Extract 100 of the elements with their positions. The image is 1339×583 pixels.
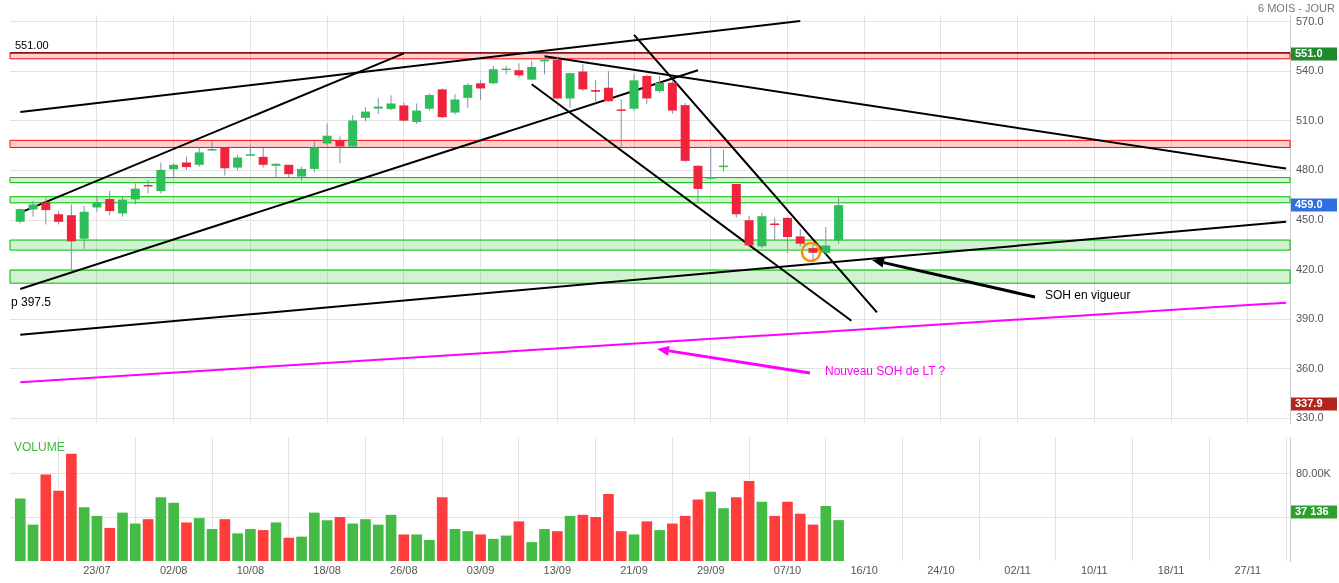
bar	[129, 523, 141, 561]
bar	[372, 524, 384, 561]
candlestick	[616, 98, 626, 147]
bar	[628, 534, 640, 561]
bar	[142, 519, 154, 561]
bar	[27, 524, 39, 561]
bar	[53, 490, 64, 561]
y-tick-label: 80.00K	[1296, 466, 1332, 479]
bar	[539, 529, 550, 561]
bar	[398, 534, 410, 561]
bar	[820, 506, 832, 561]
text: 551.0	[1295, 47, 1323, 60]
bar	[743, 480, 755, 561]
bar	[245, 529, 256, 561]
bar	[436, 497, 448, 561]
bar	[66, 453, 77, 561]
bar	[193, 518, 205, 561]
bar	[296, 536, 307, 561]
y-tick-label: 360.0	[1296, 361, 1324, 374]
bar	[78, 507, 90, 561]
bar	[564, 515, 576, 561]
bar	[603, 494, 614, 561]
bar	[232, 533, 243, 561]
bar	[91, 515, 103, 561]
candlestick	[258, 147, 268, 169]
bar	[679, 515, 691, 561]
bar	[513, 521, 525, 561]
bar	[692, 499, 704, 561]
candlestick	[603, 70, 613, 103]
x-tick-label: 21/09	[620, 563, 648, 576]
candlestick	[450, 93, 460, 115]
bar	[551, 531, 563, 561]
bar	[769, 515, 781, 561]
bar	[667, 523, 678, 561]
x-tick-label: 10/08	[236, 563, 265, 576]
y-tick-label: 330.0	[1296, 411, 1324, 424]
y-tick-label: 570.0	[1296, 14, 1324, 27]
bar	[794, 513, 806, 561]
text: 337.9	[1295, 397, 1323, 410]
bar	[654, 530, 665, 561]
bar	[833, 520, 844, 561]
bar	[181, 522, 192, 561]
bar	[257, 530, 269, 561]
candlestick	[642, 73, 652, 105]
bar	[309, 512, 320, 561]
bar	[641, 521, 653, 561]
bar	[14, 498, 26, 561]
bar	[449, 529, 461, 561]
y-tick-label: 450.0	[1296, 213, 1324, 226]
bar	[488, 538, 499, 561]
bar	[782, 501, 793, 561]
x-tick-label: 13/09	[543, 563, 572, 576]
x-tick-label: 18/11	[1157, 563, 1185, 576]
bar	[730, 497, 742, 561]
bar	[462, 531, 474, 561]
x-tick-label: 10/11	[1081, 563, 1108, 576]
candlestick	[386, 94, 396, 111]
x-tick-label: 16/10	[850, 563, 878, 576]
y-tick-label: 480.0	[1296, 163, 1324, 176]
y-tick-label: 420.0	[1296, 262, 1324, 275]
bar	[577, 514, 589, 561]
bar	[705, 491, 717, 561]
candlestick	[770, 217, 780, 241]
x-tick-label: 18/08	[313, 563, 341, 576]
candlestick	[118, 196, 128, 218]
x-tick-label: 29/09	[696, 563, 725, 576]
chart-subtitle: 6 MOIS - JOUR	[1257, 2, 1336, 14]
bar	[219, 519, 231, 561]
bar	[385, 514, 397, 561]
y-tick-label: 510.0	[1296, 113, 1324, 126]
candlestick	[156, 161, 166, 194]
candlestick	[591, 79, 601, 104]
annotation: Nouveau SOH de LT ?	[825, 364, 946, 379]
bar	[206, 529, 218, 561]
candlestick	[28, 200, 38, 218]
bar	[411, 534, 422, 561]
bar	[321, 520, 333, 561]
candlestick	[578, 63, 588, 92]
x-tick-label: 26/08	[390, 563, 418, 576]
annotation: p 397.5	[11, 295, 52, 310]
candlestick	[463, 82, 473, 109]
x-tick-label: 03/09	[466, 563, 495, 576]
bar	[360, 519, 371, 561]
x-tick-label: 02/11	[1004, 563, 1031, 576]
bar	[807, 524, 819, 561]
chart-title: VOLUME	[14, 439, 65, 454]
y-tick-label: 390.0	[1296, 312, 1324, 325]
ref-line-label: 551.00	[15, 39, 49, 52]
candlestick	[412, 102, 422, 125]
bar	[756, 501, 768, 561]
text: 37 136	[1295, 505, 1329, 518]
candlestick	[782, 217, 792, 254]
bar	[117, 512, 128, 561]
bar	[347, 523, 359, 561]
candlestick	[514, 62, 524, 79]
candlestick	[706, 145, 716, 181]
text: 459.0	[1295, 198, 1323, 211]
candlestick	[207, 140, 217, 152]
candlestick	[130, 182, 140, 205]
bar	[718, 508, 729, 561]
